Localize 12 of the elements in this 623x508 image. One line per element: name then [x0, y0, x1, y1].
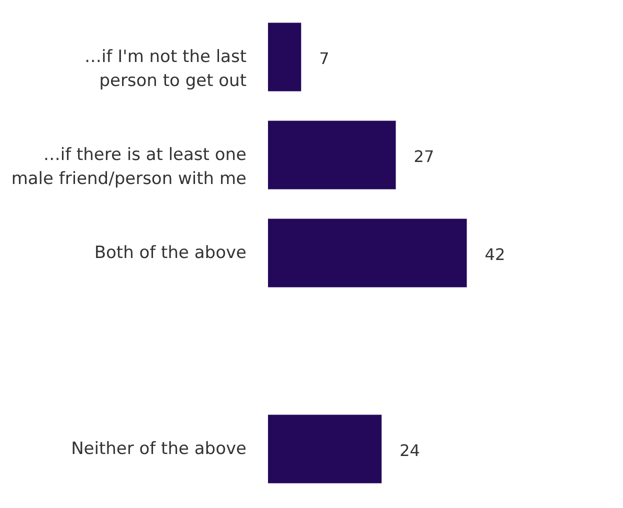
y-tick-label: Neither of the above: [71, 439, 246, 459]
y-tick-label: …if there is at least one male friend/person with me: [11, 145, 246, 189]
bar: [268, 218, 467, 288]
data-label: 7: [319, 49, 330, 68]
bar: [268, 414, 382, 484]
y-tick-label: Both of the above: [94, 243, 246, 263]
bar: [268, 120, 396, 190]
y-tick-label: …if I'm not the last person to get out: [84, 47, 247, 91]
data-label: 27: [414, 147, 434, 166]
data-label: 24: [400, 441, 420, 460]
bar: [268, 22, 302, 92]
data-label: 42: [484, 245, 506, 264]
